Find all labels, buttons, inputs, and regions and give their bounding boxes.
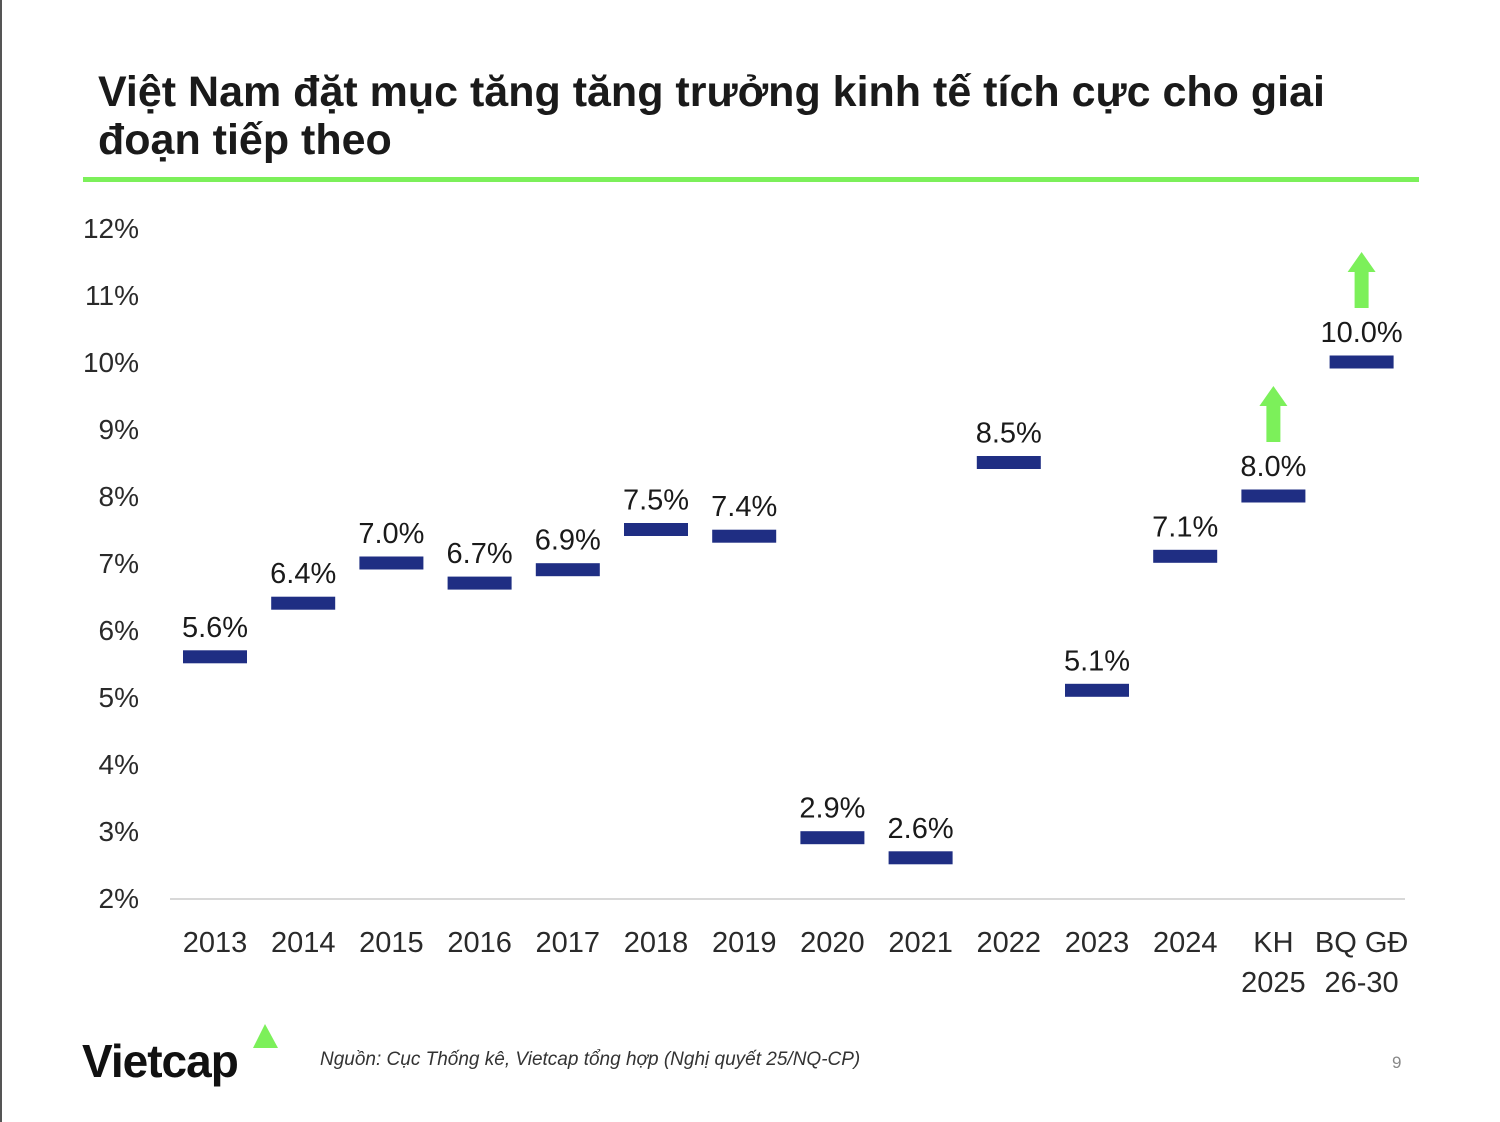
- value-marker: [1329, 355, 1394, 369]
- title-underline: [83, 177, 1419, 182]
- x-tick-label: BQ GĐ: [1315, 927, 1408, 959]
- value-marker: [1153, 549, 1218, 563]
- value-marker: [1065, 683, 1129, 697]
- data-label: 5.6%: [182, 612, 248, 644]
- value-marker: [183, 650, 247, 664]
- value-marker: [535, 563, 600, 577]
- x-tick-label: 2018: [624, 927, 689, 959]
- y-tick-label: 5%: [99, 682, 139, 713]
- slide-left-border: [0, 0, 2, 1122]
- data-label: 7.4%: [711, 491, 777, 523]
- value-marker: [712, 529, 777, 543]
- data-label: 5.1%: [1064, 645, 1130, 677]
- value-marker: [624, 523, 688, 536]
- y-tick-label: 12%: [83, 213, 139, 244]
- value-marker: [447, 576, 512, 590]
- data-label: 10.0%: [1320, 317, 1402, 349]
- x-tick-label: 2015: [359, 927, 424, 959]
- data-label: 6.9%: [535, 525, 601, 557]
- data-label: 7.5%: [623, 485, 689, 517]
- up-arrow-icon: [1347, 252, 1376, 308]
- y-tick-label: 9%: [99, 414, 139, 445]
- x-tick-label: KH: [1253, 927, 1293, 959]
- data-label: 6.4%: [270, 558, 336, 590]
- up-arrow-icon: [1259, 386, 1288, 442]
- y-tick-label: 11%: [85, 280, 139, 311]
- y-tick-label: 4%: [99, 749, 139, 780]
- x-tick-label: 2016: [447, 927, 512, 959]
- data-label: 2.9%: [799, 793, 865, 825]
- data-label: 2.6%: [888, 813, 954, 845]
- data-label: 8.5%: [976, 418, 1042, 450]
- vietcap-logo: Vietcap: [82, 1035, 239, 1087]
- value-marker: [271, 596, 336, 610]
- x-tick-label: 2013: [183, 927, 248, 959]
- x-tick-label: 2014: [271, 927, 336, 959]
- value-marker: [976, 456, 1041, 469]
- data-label: 7.0%: [358, 518, 424, 550]
- logo-triangle-icon: [253, 1024, 278, 1048]
- x-tick-label: 2017: [536, 927, 601, 959]
- y-tick-label: 7%: [99, 548, 139, 579]
- x-tick-label: 2020: [800, 927, 865, 959]
- data-label: 6.7%: [447, 538, 513, 570]
- x-tick-label: 2024: [1153, 927, 1218, 959]
- x-tick-label: 26-30: [1325, 967, 1399, 999]
- x-tick-label: 2019: [712, 927, 777, 959]
- value-marker: [359, 556, 424, 570]
- value-marker: [888, 851, 953, 865]
- data-label: 7.1%: [1152, 511, 1218, 543]
- page-number: 9: [1392, 1053, 1402, 1072]
- y-tick-label: 2%: [99, 883, 139, 914]
- y-tick-label: 8%: [99, 481, 139, 512]
- y-tick-label: 10%: [83, 347, 139, 378]
- x-tick-label: 2025: [1241, 967, 1306, 999]
- x-tick-label: 2023: [1065, 927, 1130, 959]
- y-tick-label: 3%: [99, 816, 139, 847]
- x-tick-label: 2021: [888, 927, 953, 959]
- x-tick-label: 2022: [977, 927, 1042, 959]
- source-note: Nguồn: Cục Thống kê, Vietcap tổng hợp (N…: [320, 1049, 861, 1070]
- data-label: 8.0%: [1240, 451, 1306, 483]
- y-tick-label: 6%: [99, 615, 139, 646]
- value-marker: [800, 831, 865, 845]
- slide-title: Việt Nam đặt mục tăng tăng trưởng kinh t…: [98, 68, 1325, 164]
- value-marker: [1241, 489, 1306, 503]
